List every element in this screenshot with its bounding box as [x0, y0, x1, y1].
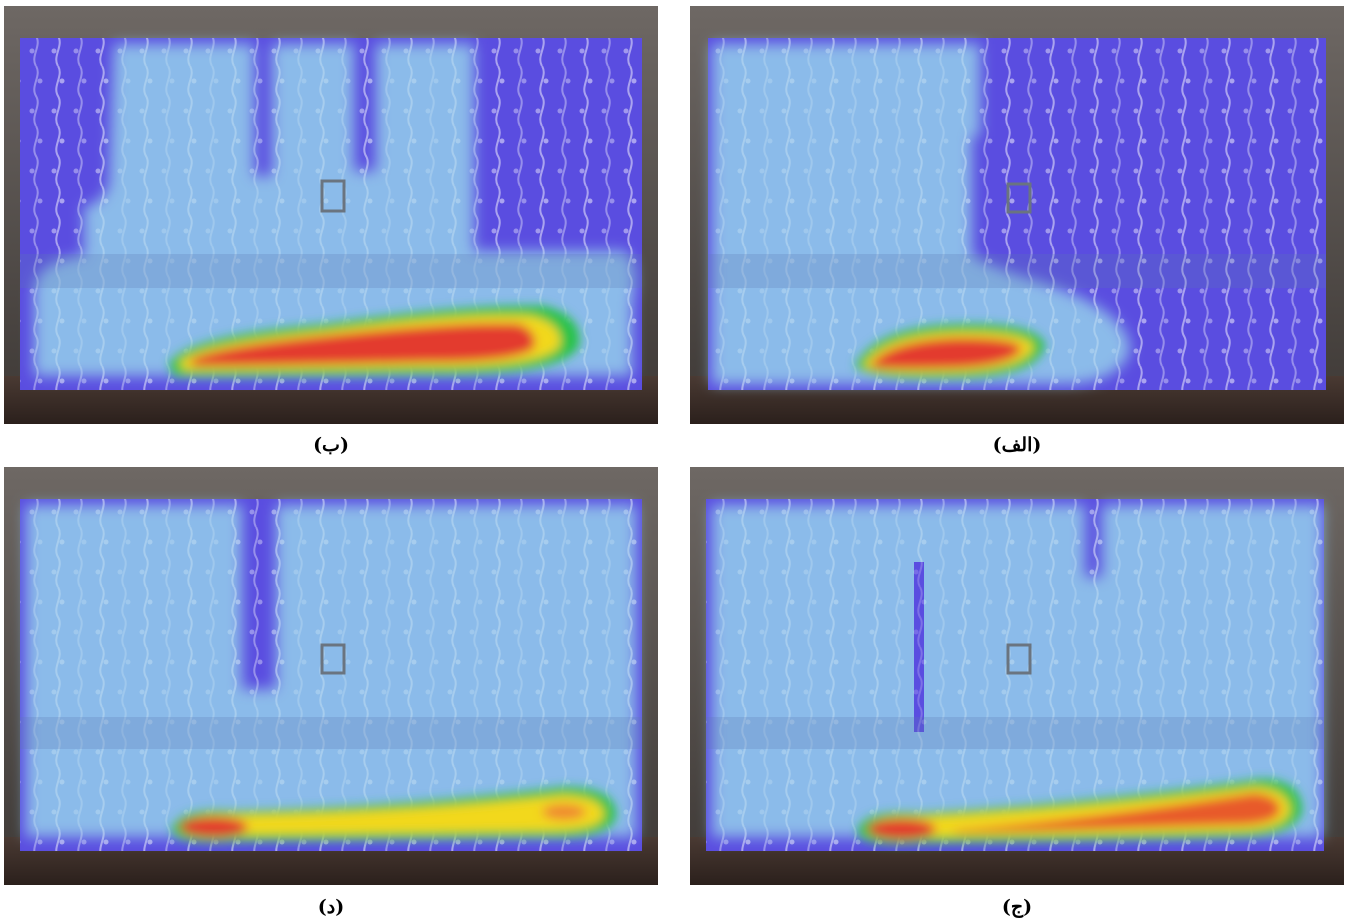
- heatmap-image-dal: [4, 467, 658, 885]
- caption-alef: (الف): [992, 434, 1042, 456]
- heatmap-image-alef: [690, 6, 1344, 424]
- panel-b: [4, 6, 658, 424]
- heatmap-image-b: [4, 6, 658, 424]
- caption-jim: (ج): [1001, 896, 1033, 918]
- panel-dal: [4, 467, 658, 885]
- panel-alef: [690, 6, 1344, 424]
- heatmap-image-jim: [690, 467, 1344, 885]
- panel-jim: [690, 467, 1344, 885]
- caption-b: (ب): [313, 434, 349, 456]
- caption-dal: (د): [317, 896, 345, 918]
